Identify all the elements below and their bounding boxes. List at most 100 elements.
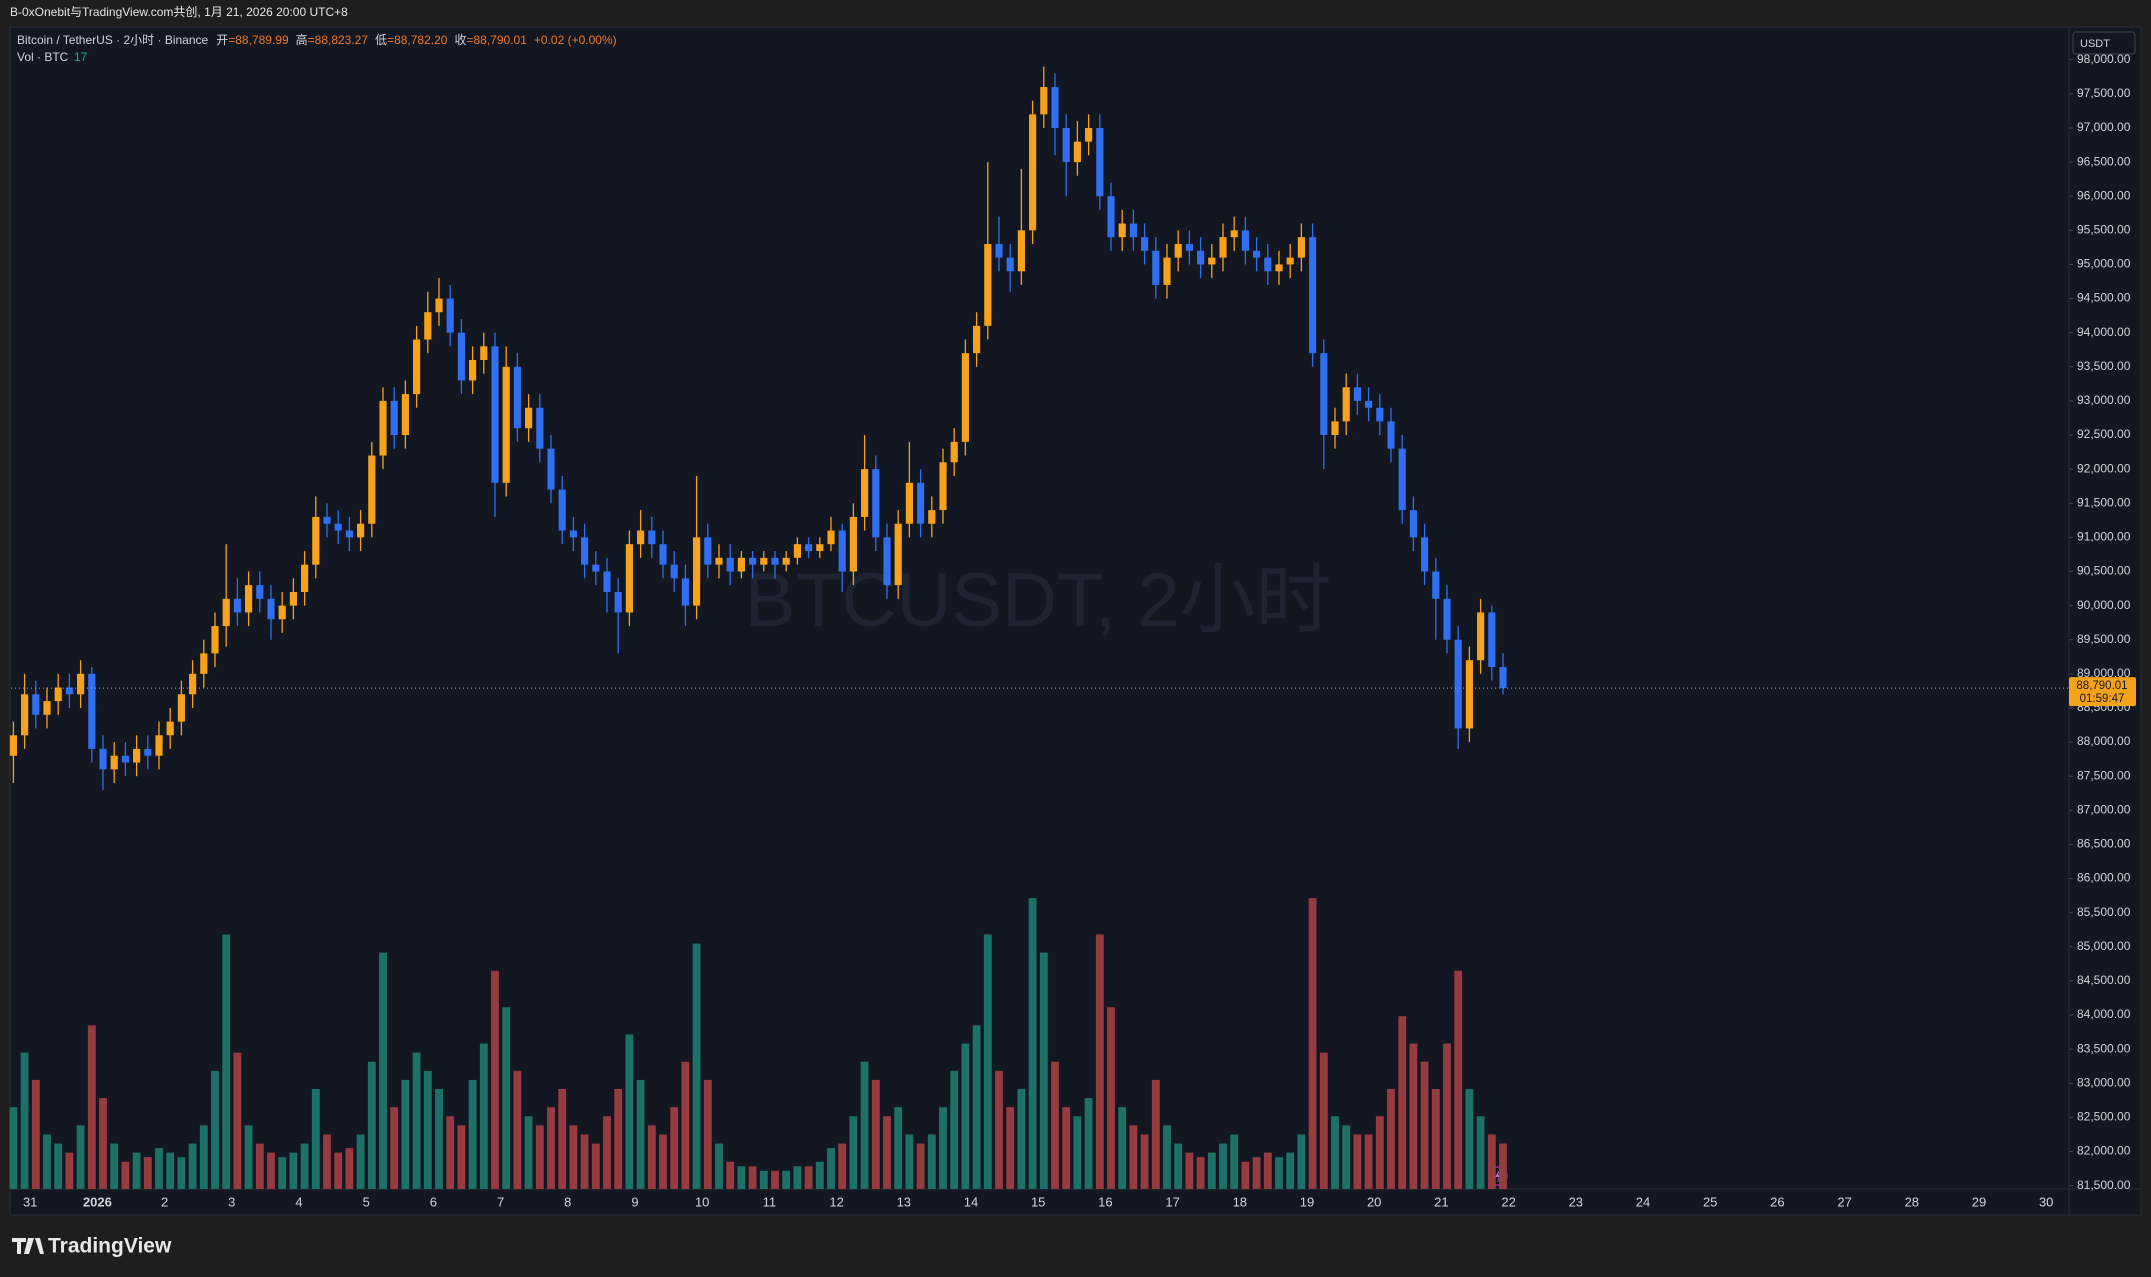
legend-field-value: =88,789.99 bbox=[228, 33, 289, 47]
volume-bar bbox=[1297, 1134, 1306, 1189]
volume-bar bbox=[1185, 1152, 1194, 1189]
volume-bar bbox=[31, 1079, 40, 1189]
volume-bar bbox=[1398, 1016, 1407, 1189]
volume-bar bbox=[435, 1089, 443, 1189]
candle-body bbox=[547, 448, 555, 490]
x-tick-label: 26 bbox=[1770, 1194, 1784, 1209]
x-tick-label: 13 bbox=[897, 1194, 911, 1209]
candle-body bbox=[1185, 243, 1193, 251]
volume-bar bbox=[793, 1166, 802, 1189]
alert-icon-bolt bbox=[1495, 1169, 1502, 1183]
currency[interactable]: USDT bbox=[2080, 38, 2110, 50]
volume-bar bbox=[278, 1157, 287, 1189]
candle-body bbox=[749, 557, 757, 565]
volume-bar bbox=[1039, 952, 1048, 1189]
candle-body bbox=[222, 598, 230, 627]
volume-bar bbox=[155, 1148, 163, 1189]
candle-body bbox=[782, 557, 790, 565]
candle-body bbox=[1253, 250, 1261, 258]
candle-body bbox=[1017, 230, 1025, 272]
volume-bar bbox=[379, 952, 387, 1189]
volume-bar bbox=[905, 1134, 914, 1189]
brand-icon bbox=[12, 1238, 44, 1254]
candle-body bbox=[771, 557, 779, 565]
candle-body bbox=[1432, 571, 1440, 599]
volume-bar bbox=[244, 1125, 253, 1189]
volume-bar bbox=[513, 1070, 522, 1189]
x-tick-label: 14 bbox=[964, 1194, 978, 1209]
candle-body bbox=[1275, 264, 1283, 272]
x-tick-label: 15 bbox=[1031, 1194, 1045, 1209]
y-tick-label: 91,000.00 bbox=[2077, 530, 2131, 544]
volume-bar bbox=[1118, 1107, 1127, 1189]
y-tick-label: 86,000.00 bbox=[2077, 871, 2131, 885]
candle-body bbox=[345, 530, 353, 538]
candle-body bbox=[1152, 250, 1160, 285]
volume-bar bbox=[1028, 898, 1037, 1189]
candle-body bbox=[1376, 407, 1384, 422]
volume-bar bbox=[311, 1089, 320, 1189]
volume-bar bbox=[972, 1025, 981, 1189]
volume-bar bbox=[479, 1043, 488, 1189]
volume-bar bbox=[457, 1125, 466, 1189]
y-tick-label: 84,500.00 bbox=[2077, 973, 2131, 987]
volume-bar bbox=[692, 943, 701, 1189]
x-tick-label: 30 bbox=[2039, 1194, 2053, 1209]
legend-volume-name: Vol · BTC bbox=[17, 50, 69, 64]
x-tick-label: 5 bbox=[363, 1194, 370, 1209]
volume-bar bbox=[827, 1148, 835, 1189]
candle-body bbox=[1051, 87, 1059, 128]
volume-bar bbox=[1207, 1152, 1216, 1189]
candle-body bbox=[1197, 250, 1205, 265]
x-tick-label: 2 bbox=[161, 1194, 168, 1209]
candle-body bbox=[312, 516, 320, 565]
candle-body bbox=[32, 694, 40, 715]
volume-bar bbox=[132, 1152, 141, 1189]
candle-body bbox=[726, 557, 734, 572]
volume-bar bbox=[1051, 1061, 1059, 1189]
volume-bar bbox=[715, 1143, 723, 1189]
candle-body bbox=[973, 325, 981, 354]
candle-body bbox=[838, 530, 846, 572]
volume-bar bbox=[1331, 1116, 1339, 1189]
price-label: 88,790.01 bbox=[2076, 680, 2127, 692]
candle-body bbox=[1219, 237, 1227, 258]
x-tick-label: 31 bbox=[23, 1194, 37, 1209]
currency-box[interactable] bbox=[2072, 31, 2136, 55]
candle-body bbox=[704, 537, 712, 565]
volume-bar bbox=[255, 1143, 264, 1189]
volume-bar bbox=[54, 1143, 63, 1189]
volume-bar bbox=[614, 1089, 623, 1189]
volume-bar bbox=[726, 1161, 735, 1189]
y-tick-label: 85,000.00 bbox=[2077, 939, 2131, 953]
candle-body bbox=[894, 523, 902, 586]
candle-body bbox=[569, 530, 577, 538]
candle-body bbox=[289, 591, 297, 606]
candle-body bbox=[760, 557, 768, 565]
candle-body bbox=[1398, 448, 1406, 511]
candle-body bbox=[502, 366, 510, 483]
volume-bar bbox=[983, 934, 992, 1189]
volume-bar bbox=[1263, 1152, 1272, 1189]
candle-body bbox=[1286, 257, 1294, 265]
x-tick-label: 6 bbox=[430, 1194, 437, 1209]
legend-volume-value: 17 bbox=[74, 50, 88, 64]
chart-panel bbox=[9, 26, 2142, 1216]
candle-body bbox=[1073, 141, 1081, 163]
volume-bar bbox=[849, 1116, 858, 1189]
candle-body bbox=[334, 523, 342, 531]
candle-body bbox=[144, 748, 152, 756]
y-tick-label: 87,000.00 bbox=[2077, 802, 2131, 816]
volume-bar bbox=[558, 1089, 567, 1189]
volume-bar bbox=[1219, 1143, 1227, 1189]
volume-bar bbox=[323, 1134, 331, 1189]
volume-bar bbox=[1454, 970, 1463, 1189]
candle-body bbox=[99, 748, 107, 770]
y-tick-label: 92,000.00 bbox=[2077, 461, 2131, 475]
volume-bar bbox=[1465, 1089, 1474, 1189]
legend-field-name: 低 bbox=[375, 33, 387, 47]
candle-body bbox=[805, 544, 813, 552]
volume-bar bbox=[883, 1116, 891, 1189]
volume-bar bbox=[771, 1170, 779, 1189]
candle-body bbox=[939, 462, 947, 511]
